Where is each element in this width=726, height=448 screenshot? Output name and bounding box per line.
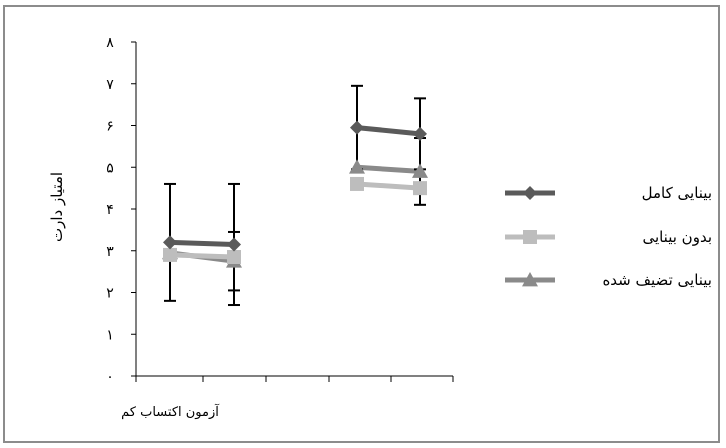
axes: ۰ ۱ ۲ ۳ ۴ ۵ ۶ ۷ ۸ xyxy=(106,35,454,385)
y-tick-label: ۰ xyxy=(106,369,114,385)
data-point-square xyxy=(350,176,364,191)
data-point-triangle xyxy=(349,159,365,174)
series-line xyxy=(356,125,421,137)
y-axis-title: امتیاز دارت xyxy=(48,172,66,242)
legend: بینایی کامل بدون بینایی بینایی تضیف شده xyxy=(505,184,712,289)
legend-label: بدون بینایی xyxy=(642,228,712,246)
series-line xyxy=(169,239,235,247)
data-point-square xyxy=(163,247,177,262)
series-line xyxy=(356,181,421,191)
data-point-diamond xyxy=(523,186,537,200)
data-point-diamond xyxy=(227,237,241,252)
y-tick-label: ۲ xyxy=(106,286,114,302)
chart-frame xyxy=(3,5,720,443)
y-tick-label: ۶ xyxy=(106,119,114,135)
data-point-diamond xyxy=(350,120,364,135)
data-point-triangle xyxy=(522,272,538,287)
legend-label: بینایی تضیف شده xyxy=(602,271,712,289)
legend-label: بینایی کامل xyxy=(642,184,712,202)
x-category-label: آزمون اکتساب کم xyxy=(121,403,220,420)
data-point-triangle xyxy=(412,163,428,178)
y-tick-label: ۷ xyxy=(106,77,114,93)
y-tick-label: ۸ xyxy=(106,35,114,51)
y-tick-label: ۴ xyxy=(106,202,114,218)
plot-area xyxy=(162,84,428,307)
data-point-diamond xyxy=(413,126,427,141)
y-tick-label: ۵ xyxy=(106,160,114,176)
data-point-diamond xyxy=(163,235,177,250)
data-point-square xyxy=(523,230,537,244)
series-line xyxy=(356,164,421,174)
data-point-square xyxy=(227,250,241,265)
data-point-square xyxy=(413,181,427,196)
y-tick-label: ۳ xyxy=(106,244,114,260)
y-tick-label: ۱ xyxy=(106,327,114,343)
series-line xyxy=(169,252,235,260)
